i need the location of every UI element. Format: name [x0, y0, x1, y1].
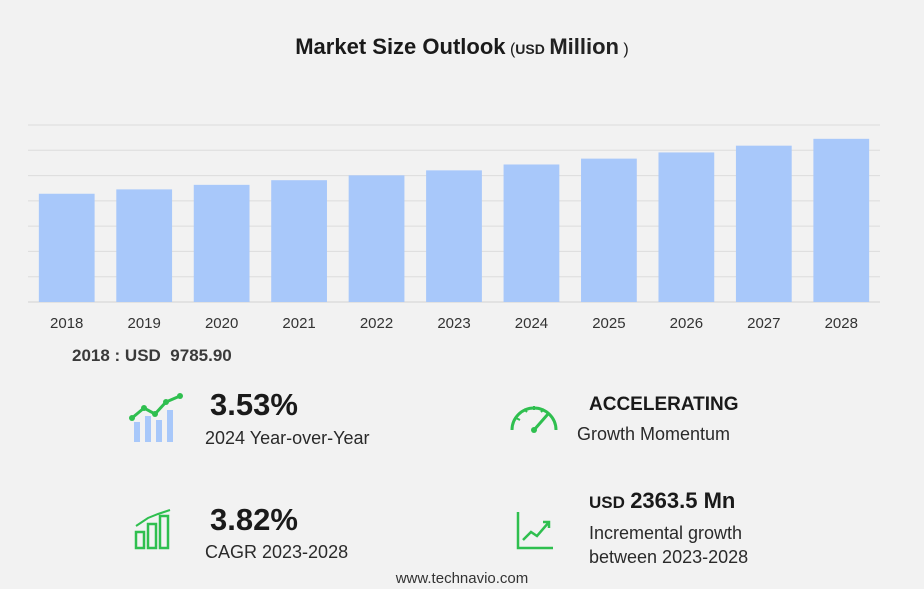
unit-open: ( [509, 41, 516, 58]
growth-chart-icon [129, 393, 183, 442]
momentum-label: Growth Momentum [577, 424, 731, 444]
incremental-number: 2363.5 Mn [630, 488, 736, 513]
bar-2019 [116, 189, 173, 302]
tick-label-2026: 2026 [670, 315, 703, 332]
bar-2027 [735, 145, 792, 302]
bar-2020 [193, 184, 250, 302]
tick-label-2024: 2024 [515, 315, 548, 332]
source-url: www.technavio.com [395, 570, 529, 587]
unit-close: ) [623, 41, 629, 58]
incremental-label-1: Incremental growth [589, 523, 743, 543]
unit-currency: USD [515, 41, 545, 57]
tick-label-2020: 2020 [205, 315, 238, 332]
chart-title: Market Size Outlook (USD Million ) [0, 34, 924, 60]
tick-label-2027: 2027 [747, 315, 780, 332]
incremental-currency: USD [589, 493, 625, 512]
bar-2024 [503, 164, 560, 302]
bar-chart: 2018 2019 2020 2021 2022 2023 2024 2025 2026 2027… [28, 124, 880, 332]
bar-2025 [581, 158, 637, 302]
title-text: Market Size Outlook [295, 34, 506, 59]
base-year-label: 2018 : USD [72, 346, 161, 365]
bar-2022 [348, 175, 405, 302]
cagr-label: CAGR 2023-2028 [205, 542, 349, 562]
unit-scale: Million [549, 34, 619, 59]
tick-label-2021: 2021 [282, 315, 315, 332]
bar-2021 [271, 180, 327, 302]
bar-2023 [426, 170, 482, 302]
yoy-value: 3.53% [210, 387, 298, 422]
cagr-value: 3.82% [210, 502, 298, 537]
momentum-value: ACCELERATING [589, 394, 739, 415]
incremental-value: USD 2363.5 Mn [589, 488, 735, 514]
bar-2028 [813, 138, 870, 302]
line-growth-icon [516, 512, 553, 550]
bar-growth-icon [134, 509, 171, 550]
tick-label-2028: 2028 [825, 315, 858, 332]
bar-2018 [38, 193, 95, 302]
tick-label-2025: 2025 [592, 315, 625, 332]
tick-label-2022: 2022 [360, 315, 393, 332]
tick-label-2019: 2019 [127, 315, 160, 332]
incremental-label-2: between 2023-2028 [589, 547, 749, 567]
bar-2026 [658, 152, 715, 302]
tick-label-2018: 2018 [50, 315, 83, 332]
yoy-label: 2024 Year-over-Year [205, 428, 370, 448]
base-year-number: 9785.90 [170, 346, 232, 365]
tick-label-2023: 2023 [437, 315, 470, 332]
speedometer-icon [510, 406, 558, 433]
base-year-value: 2018 : USD 9785.90 [72, 346, 232, 366]
